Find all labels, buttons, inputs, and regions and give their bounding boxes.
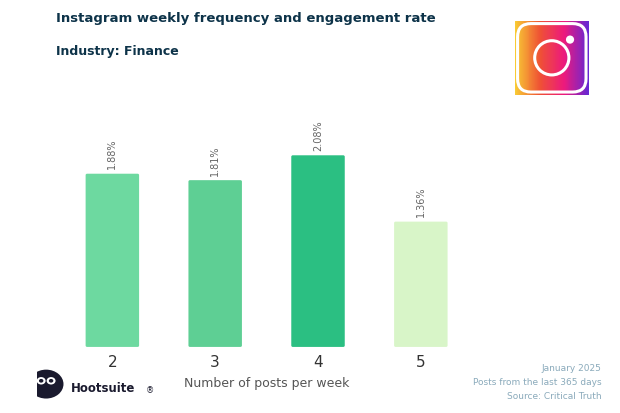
Bar xyxy=(555,21,556,95)
Circle shape xyxy=(46,377,56,385)
FancyBboxPatch shape xyxy=(394,222,448,347)
Bar xyxy=(529,21,531,95)
Bar xyxy=(537,21,538,95)
Bar xyxy=(574,21,575,95)
Bar xyxy=(557,21,559,95)
Bar xyxy=(533,21,534,95)
Text: 1.36%: 1.36% xyxy=(416,187,426,217)
Bar xyxy=(521,21,522,95)
Circle shape xyxy=(566,36,574,44)
Bar xyxy=(584,21,585,95)
Bar xyxy=(578,21,579,95)
Bar xyxy=(530,21,531,95)
Bar xyxy=(544,21,546,95)
Bar xyxy=(553,21,554,95)
FancyBboxPatch shape xyxy=(86,174,139,347)
Bar xyxy=(568,21,569,95)
Bar xyxy=(565,21,567,95)
FancyBboxPatch shape xyxy=(188,180,242,347)
Bar xyxy=(534,21,535,95)
Circle shape xyxy=(29,370,63,399)
Bar xyxy=(531,21,533,95)
Bar xyxy=(588,21,589,95)
Bar xyxy=(562,21,563,95)
Text: Industry: Finance: Industry: Finance xyxy=(56,45,179,58)
Bar xyxy=(526,21,527,95)
Bar xyxy=(536,21,537,95)
Bar xyxy=(575,21,576,95)
Bar xyxy=(517,21,518,95)
Bar xyxy=(580,21,582,95)
Bar xyxy=(579,21,580,95)
Bar xyxy=(570,21,572,95)
Bar xyxy=(528,21,529,95)
Bar xyxy=(552,21,553,95)
Bar xyxy=(539,21,541,95)
Bar xyxy=(522,21,523,95)
Bar xyxy=(535,21,536,95)
Bar xyxy=(518,21,520,95)
Bar xyxy=(538,21,539,95)
Circle shape xyxy=(49,379,53,382)
Text: 1.81%: 1.81% xyxy=(210,145,220,176)
FancyBboxPatch shape xyxy=(291,155,345,347)
Bar xyxy=(549,21,550,95)
Bar xyxy=(515,21,516,95)
Bar xyxy=(554,21,555,95)
Text: ®: ® xyxy=(146,386,154,395)
Bar xyxy=(550,21,551,95)
Bar xyxy=(532,21,533,95)
Circle shape xyxy=(37,377,46,385)
Bar xyxy=(576,21,577,95)
Bar xyxy=(569,21,570,95)
Bar xyxy=(565,21,566,95)
Bar xyxy=(564,21,565,95)
Text: 1.88%: 1.88% xyxy=(107,139,117,169)
Bar xyxy=(587,21,588,95)
Bar xyxy=(527,21,528,95)
Bar xyxy=(524,21,525,95)
Bar xyxy=(583,21,585,95)
Bar xyxy=(525,21,526,95)
Bar xyxy=(580,21,581,95)
Bar xyxy=(539,21,540,95)
Text: 2.08%: 2.08% xyxy=(313,120,323,151)
Bar xyxy=(542,21,544,95)
Bar xyxy=(551,21,552,95)
Bar xyxy=(572,21,574,95)
Text: January 2025
Posts from the last 365 days
Source: Critical Truth: January 2025 Posts from the last 365 day… xyxy=(473,364,601,401)
Circle shape xyxy=(39,379,43,382)
Bar xyxy=(547,21,548,95)
Bar xyxy=(523,21,524,95)
Bar xyxy=(520,21,521,95)
Bar xyxy=(548,21,549,95)
Bar xyxy=(559,21,560,95)
Text: Instagram weekly frequency and engagement rate: Instagram weekly frequency and engagemen… xyxy=(56,12,435,25)
Bar xyxy=(541,21,542,95)
Bar xyxy=(546,21,547,95)
Bar xyxy=(582,21,583,95)
Bar xyxy=(585,21,587,95)
Bar xyxy=(567,21,568,95)
Bar xyxy=(560,21,561,95)
Bar xyxy=(515,21,516,95)
Bar xyxy=(577,21,578,95)
Bar xyxy=(516,21,518,95)
X-axis label: Number of posts per week: Number of posts per week xyxy=(184,377,349,390)
Bar xyxy=(563,21,564,95)
Bar xyxy=(543,21,544,95)
Bar xyxy=(561,21,562,95)
Bar xyxy=(556,21,557,95)
Text: Hootsuite: Hootsuite xyxy=(71,382,136,395)
